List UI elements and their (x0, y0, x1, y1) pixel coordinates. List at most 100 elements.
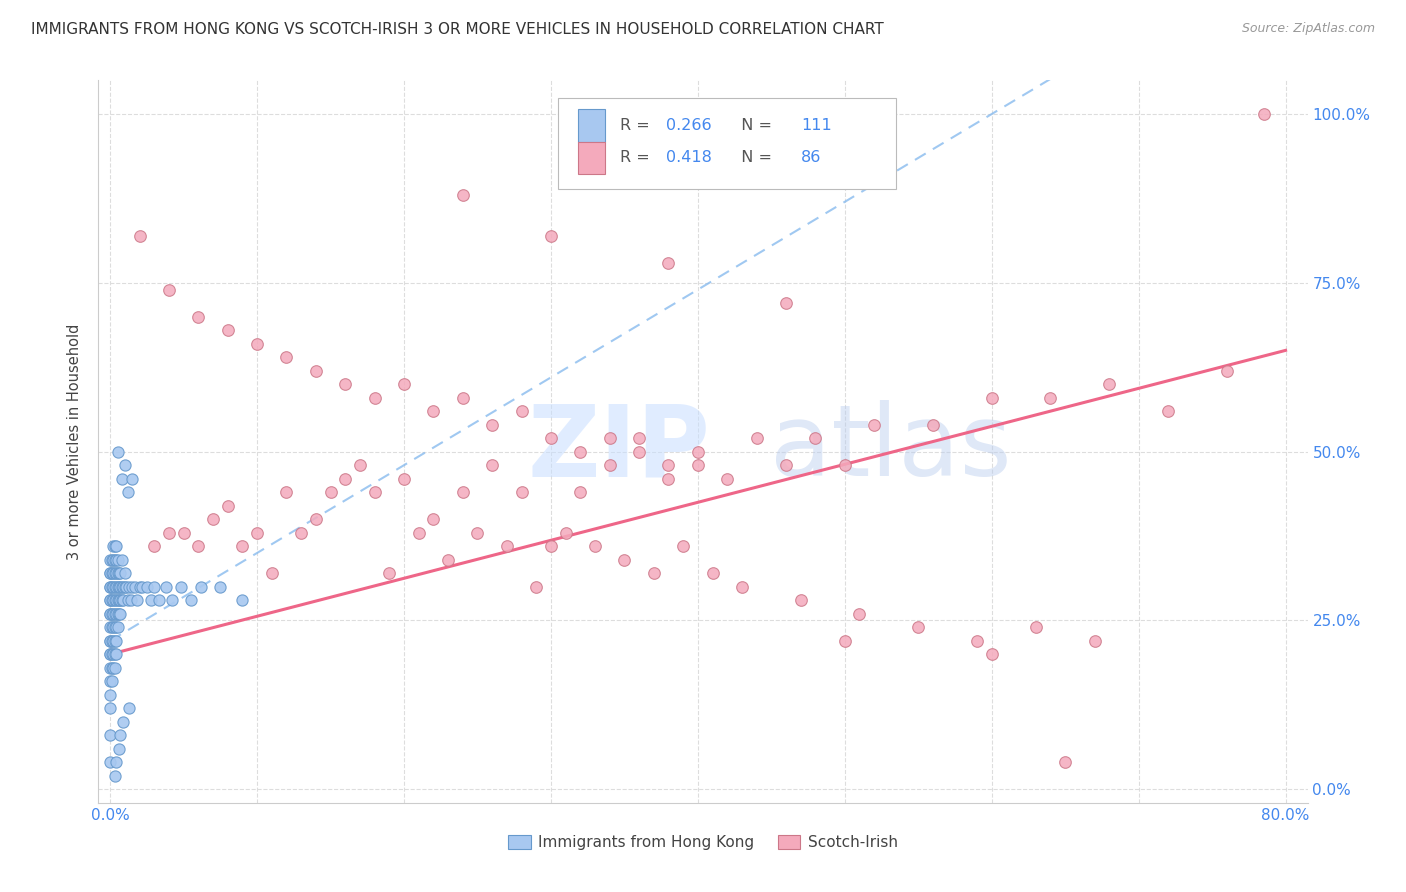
Point (101, 607, 124, 621)
Text: 111: 111 (801, 118, 832, 133)
Point (1025, 620, 1047, 634)
Point (105, 566, 128, 581)
Point (217, 323, 239, 337)
Point (105, 620, 128, 634)
Point (108, 741, 131, 756)
Point (111, 593, 134, 607)
Text: atlas: atlas (769, 401, 1011, 497)
Text: R =: R = (620, 151, 654, 165)
Point (276, 350, 298, 364)
Point (599, 431, 621, 445)
Point (1216, 364, 1239, 378)
Point (392, 377, 415, 392)
Point (117, 485, 139, 500)
FancyBboxPatch shape (578, 109, 605, 142)
Point (108, 607, 131, 621)
Point (98, 580, 121, 594)
Point (100, 607, 122, 621)
Point (98, 552, 121, 566)
Point (103, 566, 125, 581)
Text: ZIP: ZIP (527, 401, 710, 497)
Point (114, 580, 136, 594)
Point (98, 647, 121, 661)
Point (120, 593, 142, 607)
Point (143, 539, 166, 553)
Point (628, 444, 651, 458)
Point (451, 485, 474, 500)
Point (98, 620, 121, 634)
Point (848, 607, 870, 621)
Point (105, 647, 128, 661)
Point (98, 756, 121, 770)
Point (98, 633, 121, 648)
Point (363, 485, 385, 500)
Point (105, 580, 128, 594)
Point (481, 458, 503, 472)
Point (246, 525, 269, 540)
Point (118, 580, 141, 594)
Point (107, 607, 129, 621)
Point (110, 607, 132, 621)
Point (101, 647, 124, 661)
FancyBboxPatch shape (578, 142, 605, 174)
Point (217, 499, 239, 513)
Point (378, 566, 401, 581)
Point (101, 566, 124, 581)
Point (117, 593, 139, 607)
Point (103, 769, 125, 783)
Point (540, 431, 562, 445)
Point (112, 580, 135, 594)
Point (643, 566, 665, 581)
Point (686, 458, 709, 472)
Point (105, 633, 128, 648)
Point (111, 580, 134, 594)
Point (107, 444, 129, 458)
Point (135, 580, 157, 594)
Point (105, 756, 128, 770)
Point (392, 472, 415, 486)
Text: 0.266: 0.266 (665, 118, 711, 133)
Point (103, 593, 125, 607)
Point (107, 620, 129, 634)
Point (100, 593, 122, 607)
Point (305, 512, 328, 526)
Point (349, 458, 371, 472)
Point (115, 580, 138, 594)
Point (1039, 391, 1062, 405)
Point (100, 620, 122, 634)
Point (100, 647, 122, 661)
Point (276, 485, 298, 500)
Point (98, 701, 121, 715)
Point (148, 593, 170, 607)
Point (422, 512, 444, 526)
Point (141, 593, 163, 607)
Point (108, 566, 131, 581)
Point (190, 580, 212, 594)
Point (107, 593, 129, 607)
Point (98, 607, 121, 621)
Point (107, 566, 129, 581)
Point (613, 552, 636, 566)
Point (524, 580, 547, 594)
Point (672, 539, 695, 553)
Point (583, 539, 606, 553)
Point (834, 633, 856, 648)
Point (1253, 107, 1275, 121)
Point (118, 701, 141, 715)
Point (966, 633, 988, 648)
Point (98, 580, 121, 594)
Point (1083, 633, 1105, 648)
Point (481, 417, 503, 432)
Point (128, 580, 150, 594)
Point (231, 539, 253, 553)
Point (101, 539, 124, 553)
Point (290, 525, 312, 540)
Point (98, 661, 121, 675)
Point (98, 593, 121, 607)
Point (98, 566, 121, 581)
Point (98, 674, 121, 689)
Point (510, 404, 533, 418)
Point (657, 472, 679, 486)
Point (246, 336, 269, 351)
Point (98, 593, 121, 607)
